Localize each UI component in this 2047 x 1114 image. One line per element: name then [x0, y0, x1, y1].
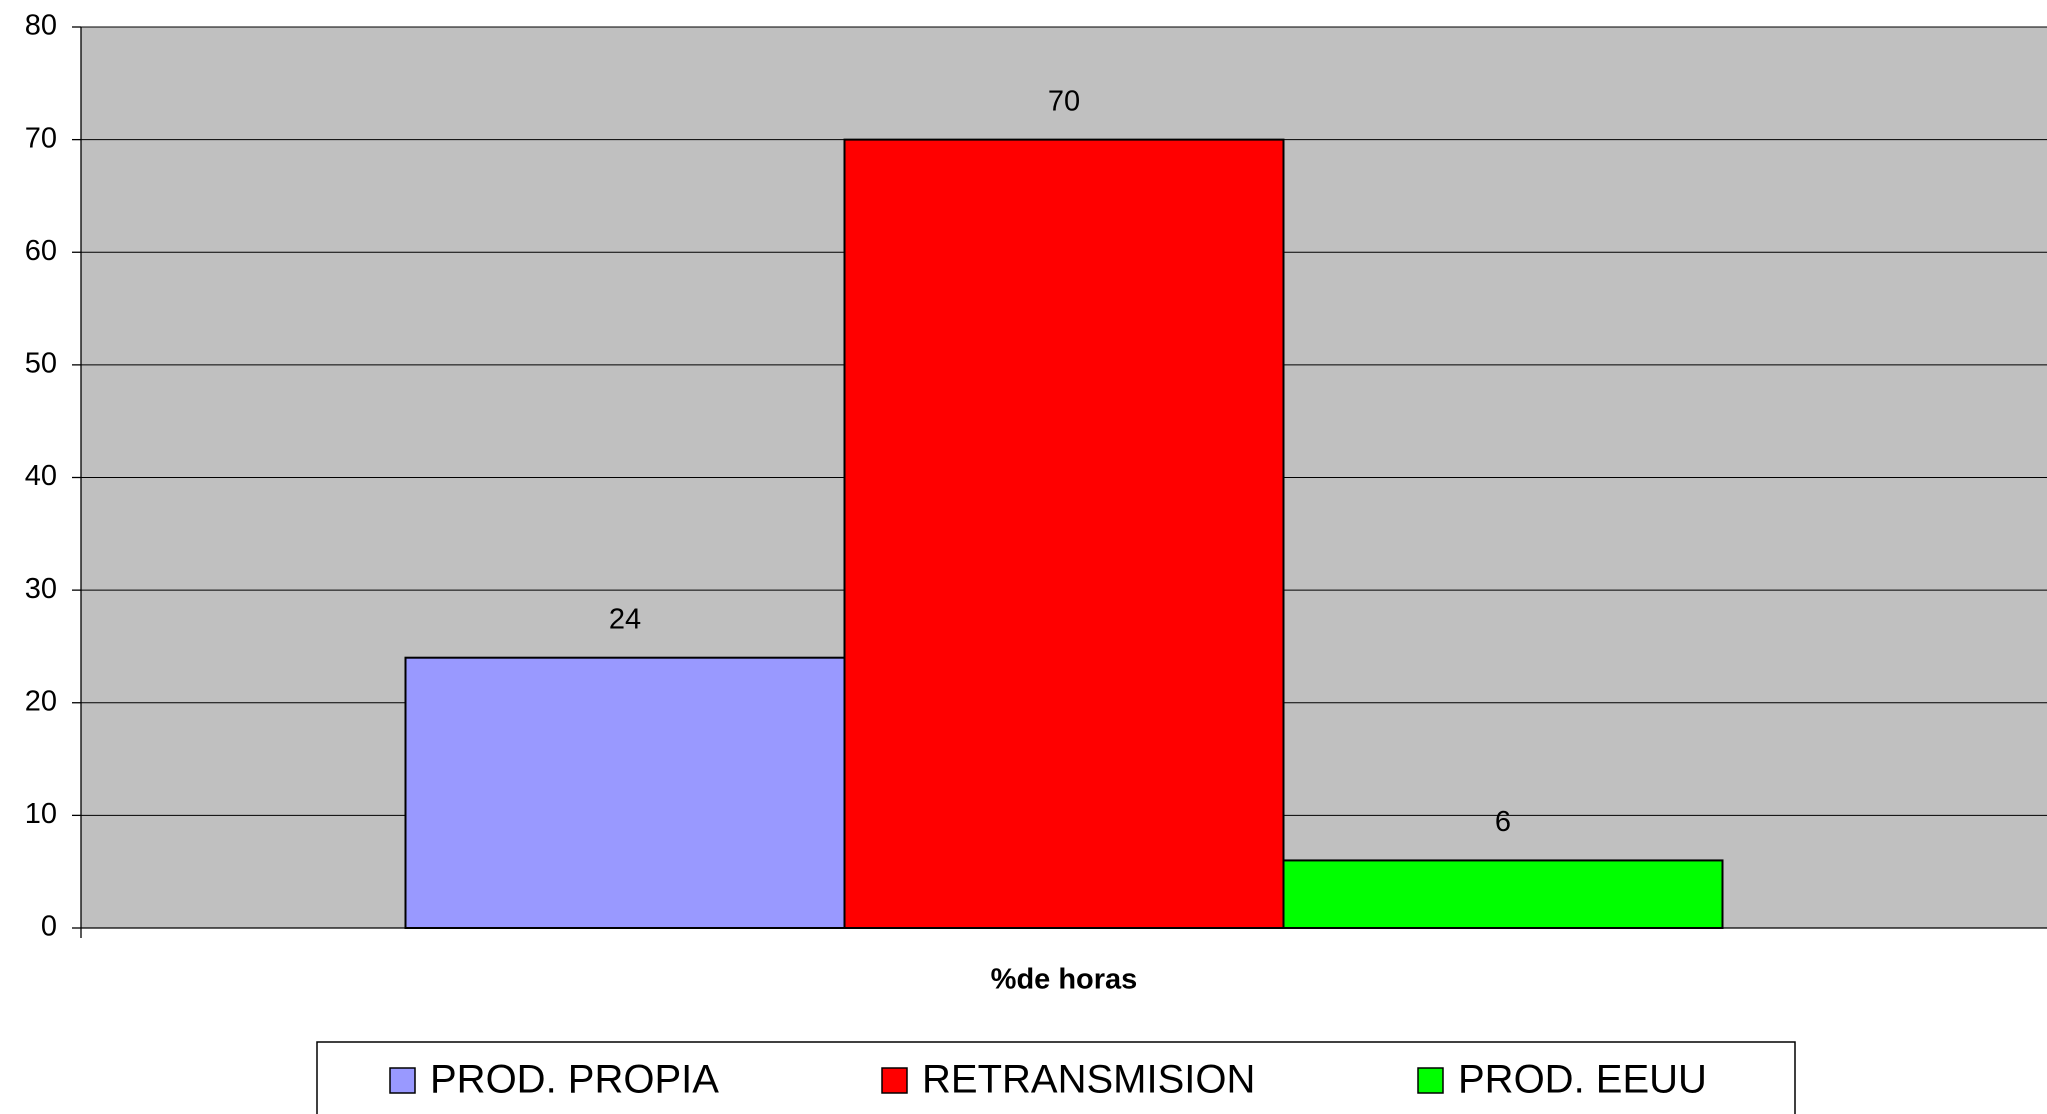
y-tick-label: 70 — [25, 122, 57, 154]
y-tick-label: 20 — [25, 685, 57, 717]
bar — [1282, 859, 1724, 929]
data-label: 70 — [1048, 85, 1080, 117]
bar — [404, 656, 846, 929]
legend-box — [316, 1041, 1796, 1114]
y-tick-label: 80 — [25, 10, 57, 42]
legend-swatch — [881, 1067, 908, 1094]
x-tick-label: %de horas — [991, 964, 1138, 996]
legend-label: RETRANSMISION — [922, 1058, 1255, 1102]
legend-label: PROD. EEUU — [1458, 1058, 1707, 1102]
data-label: 6 — [1495, 806, 1511, 838]
bar — [843, 138, 1285, 929]
legend-swatch — [1417, 1067, 1444, 1094]
y-tick-label: 10 — [25, 798, 57, 830]
y-tick-label: 30 — [25, 573, 57, 605]
legend-swatch — [389, 1067, 416, 1094]
y-tick-label: 40 — [25, 460, 57, 492]
y-tick-label: 0 — [41, 911, 57, 943]
data-label: 24 — [609, 603, 641, 635]
y-tick-label: 60 — [25, 235, 57, 267]
legend-label: PROD. PROPIA — [430, 1058, 719, 1102]
y-tick-label: 50 — [25, 348, 57, 380]
